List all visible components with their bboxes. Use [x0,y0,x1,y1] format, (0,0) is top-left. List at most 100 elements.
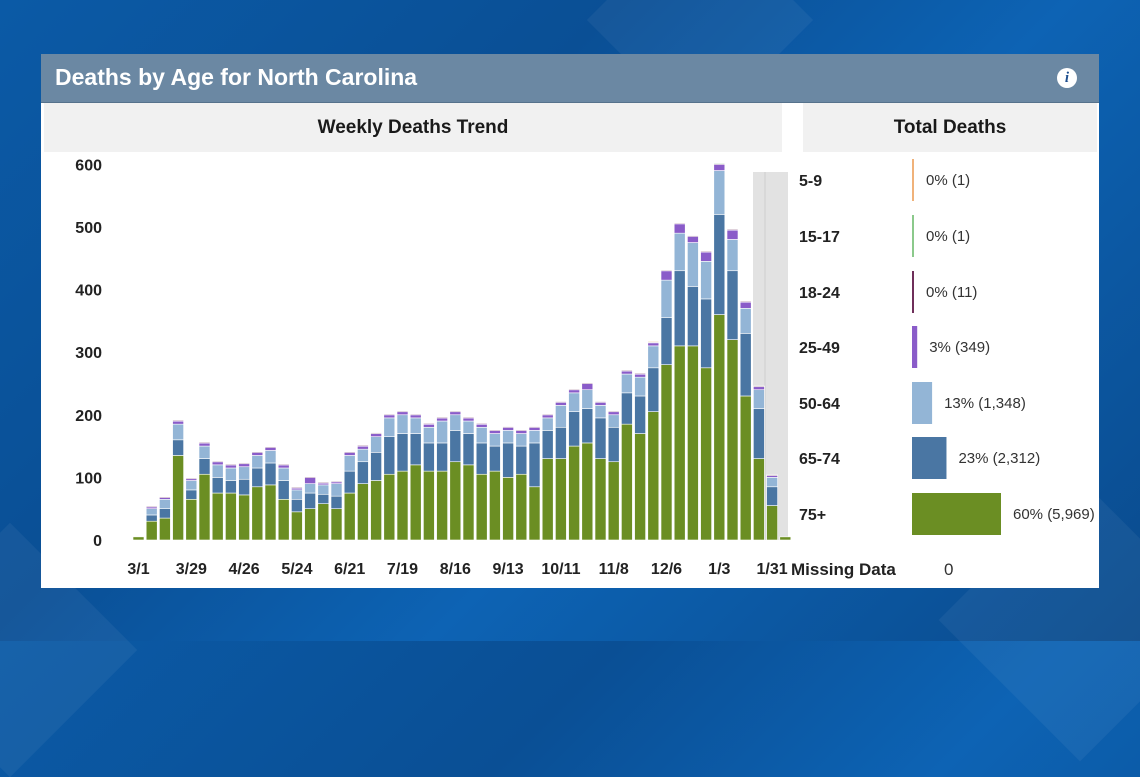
bar-segment-75+[interactable] [317,503,330,541]
bar-segment-75+[interactable] [634,433,646,541]
bar-segment-18-24[interactable] [515,429,528,431]
bar-segment-50-64[interactable] [343,455,356,472]
bar-segment-50-64[interactable] [581,389,594,409]
bar-segment-65-74[interactable] [277,480,290,500]
bar-segment-65-74[interactable] [211,477,224,494]
bar-segment-75+[interactable] [291,511,303,541]
total-bar-5-9[interactable] [912,159,914,201]
bar-segment-75+[interactable] [489,470,501,541]
bar-segment-65-74[interactable] [198,458,211,475]
bar-segment-18-24[interactable] [304,476,316,478]
bar-segment-50-64[interactable] [634,376,646,397]
bar-segment-65-74[interactable] [343,470,356,494]
bar-segment-65-74[interactable] [409,433,422,466]
bar-segment-50-64[interactable] [700,261,712,300]
bar-segment-75+[interactable] [779,536,792,541]
bar-segment-18-24[interactable] [621,369,633,372]
bar-segment-18-24[interactable] [449,410,462,413]
bar-segment-65-74[interactable] [621,392,633,425]
bar-segment-25-49[interactable] [660,270,673,281]
bar-segment-25-49[interactable] [581,383,594,391]
bar-segment-50-64[interactable] [317,484,330,495]
bar-segment-50-64[interactable] [673,232,686,272]
bar-segment-75+[interactable] [211,492,224,541]
bar-segment-75+[interactable] [673,345,686,541]
bar-segment-50-64[interactable] [159,498,171,509]
bar-segment-50-64[interactable] [370,436,382,453]
bar-segment-18-24[interactable] [528,426,541,428]
bar-segment-18-24[interactable] [198,442,211,444]
bar-segment-75+[interactable] [436,470,448,541]
bar-segment-65-74[interactable] [475,442,488,475]
bar-segment-18-24[interactable] [317,482,330,484]
bar-segment-75+[interactable] [145,520,158,541]
bar-segment-18-24[interactable] [673,222,686,225]
bar-segment-65-74[interactable] [713,214,726,315]
bar-segment-65-74[interactable] [634,395,646,434]
bar-segment-75+[interactable] [198,473,211,541]
bar-segment-18-24[interactable] [489,429,501,431]
bar-segment-50-64[interactable] [555,405,567,428]
bar-segment-75+[interactable] [159,517,171,541]
bar-segment-65-74[interactable] [581,408,594,444]
bar-segment-75+[interactable] [343,492,356,541]
bar-segment-50-64[interactable] [251,455,264,469]
bar-segment-50-64[interactable] [357,448,369,463]
bar-segment-50-64[interactable] [713,170,726,215]
bar-segment-18-24[interactable] [277,463,290,466]
bar-segment-65-74[interactable] [251,467,264,488]
bar-segment-65-74[interactable] [304,492,316,509]
bar-segment-50-64[interactable] [753,389,765,409]
bar-segment-18-24[interactable] [159,496,171,498]
bar-segment-65-74[interactable] [225,480,237,494]
bar-segment-75+[interactable] [449,461,462,541]
bar-segment-15-17[interactable] [713,162,726,165]
total-bar-50-64[interactable] [912,382,933,424]
bar-segment-75+[interactable] [647,411,660,541]
bar-segment-50-64[interactable] [660,279,673,318]
bar-segment-18-24[interactable] [423,423,435,425]
bar-segment-75+[interactable] [700,367,712,541]
bar-segment-50-64[interactable] [238,466,250,480]
bar-segment-50-64[interactable] [291,489,303,500]
bar-segment-18-24[interactable] [700,251,712,253]
bar-segment-65-74[interactable] [726,270,739,340]
bar-segment-50-64[interactable] [198,445,211,459]
bar-segment-50-64[interactable] [304,483,316,494]
info-icon[interactable]: i [1057,68,1077,88]
bar-segment-65-74[interactable] [568,411,580,447]
bar-segment-50-64[interactable] [409,417,422,434]
bar-segment-18-24[interactable] [436,416,448,419]
bar-segment-50-64[interactable] [462,420,475,434]
bar-segment-50-64[interactable] [423,426,435,444]
bar-segment-5-9[interactable] [647,341,660,343]
bar-segment-65-74[interactable] [145,514,158,522]
bar-segment-65-74[interactable] [317,493,330,504]
bar-segment-75+[interactable] [132,536,145,541]
bar-segment-18-24[interactable] [383,413,396,416]
bar-segment-18-24[interactable] [225,463,237,466]
bar-segment-75+[interactable] [330,508,343,541]
bar-segment-18-24[interactable] [211,460,224,463]
bar-segment-50-64[interactable] [528,430,541,444]
bar-segment-75+[interactable] [713,314,726,541]
bar-segment-75+[interactable] [555,458,567,541]
bar-segment-50-64[interactable] [475,426,488,444]
bar-segment-75+[interactable] [264,484,277,541]
bar-segment-18-24[interactable] [185,477,198,480]
bar-segment-65-74[interactable] [700,298,712,369]
bar-segment-50-64[interactable] [766,477,778,488]
bar-segment-25-49[interactable] [700,251,712,262]
bar-segment-50-64[interactable] [594,405,607,419]
bar-segment-18-24[interactable] [594,401,607,403]
bar-segment-75+[interactable] [462,464,475,541]
bar-segment-18-24[interactable] [726,229,739,231]
bar-segment-18-24[interactable] [555,401,567,403]
bar-segment-25-49[interactable] [304,477,316,484]
bar-segment-50-64[interactable] [541,417,554,431]
bar-segment-65-74[interactable] [383,436,396,475]
bar-segment-25-49[interactable] [739,301,752,309]
total-bar-75+[interactable] [912,493,1001,535]
bar-segment-65-74[interactable] [647,367,660,412]
bar-segment-75+[interactable] [581,442,594,541]
